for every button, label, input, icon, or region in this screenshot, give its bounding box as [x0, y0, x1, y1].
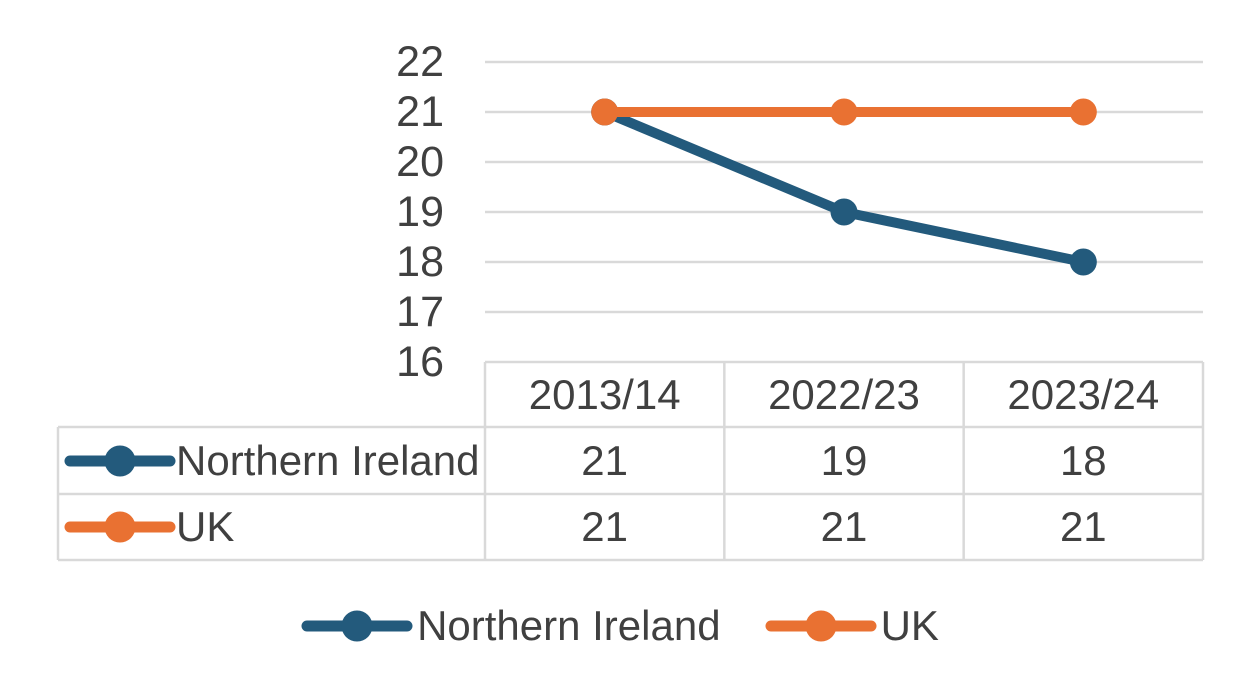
- y-tick-label-20: 20: [396, 138, 444, 186]
- table-row-key-uk: UK: [58, 494, 485, 560]
- y-tick-label-18: 18: [396, 238, 444, 286]
- data-point-northern-ireland-2023/24[interactable]: [1069, 248, 1097, 276]
- series-line-northern-ireland[interactable]: [599, 107, 1089, 267]
- table-cell-northern-ireland-2013-14: 21: [581, 436, 629, 484]
- legend-item-northern-ireland[interactable]: Northern Ireland: [301, 602, 721, 650]
- data-point-uk-2022/23[interactable]: [830, 98, 858, 126]
- series-name-label: Northern Ireland: [176, 436, 480, 484]
- table-header-2013-14: 2013/14: [528, 370, 681, 418]
- legend-key-swatch: [64, 445, 176, 476]
- table-cell-uk-2022-23: 21: [820, 503, 868, 550]
- legend-key-swatch: [301, 610, 413, 642]
- y-tick-label-22: 22: [396, 38, 444, 86]
- y-tick-label-17: 17: [396, 288, 444, 336]
- y-tick-label-16: 16: [396, 338, 444, 386]
- y-tick-label-19: 19: [396, 188, 444, 236]
- legend-label-uk: UK: [880, 602, 939, 649]
- table-header-2023-24: 2023/24: [1007, 370, 1160, 418]
- table-cell-uk-2023-24: 21: [1059, 503, 1107, 550]
- chart-legend: Northern Ireland UK: [0, 598, 1240, 654]
- data-point-uk-2013/14[interactable]: [591, 98, 619, 126]
- legend-key-swatch: [64, 511, 176, 543]
- legend-key-swatch: [765, 610, 877, 642]
- legend-label-northern-ireland: Northern Ireland: [417, 602, 721, 649]
- y-tick-label-21: 21: [396, 88, 444, 136]
- table-row-key-northern-ireland: Northern Ireland: [58, 427, 485, 494]
- table-cell-northern-ireland-2023-24: 18: [1059, 436, 1107, 484]
- series-name-label: UK: [176, 503, 235, 550]
- table-cell-northern-ireland-2022-23: 19: [820, 436, 868, 484]
- data-point-northern-ireland-2022/23[interactable]: [830, 198, 858, 226]
- legend-item-uk[interactable]: UK: [765, 602, 939, 650]
- table-header-2022-23: 2022/23: [768, 370, 920, 418]
- table-cell-uk-2013-14: 21: [581, 503, 629, 550]
- data-point-uk-2023/24[interactable]: [1069, 98, 1097, 126]
